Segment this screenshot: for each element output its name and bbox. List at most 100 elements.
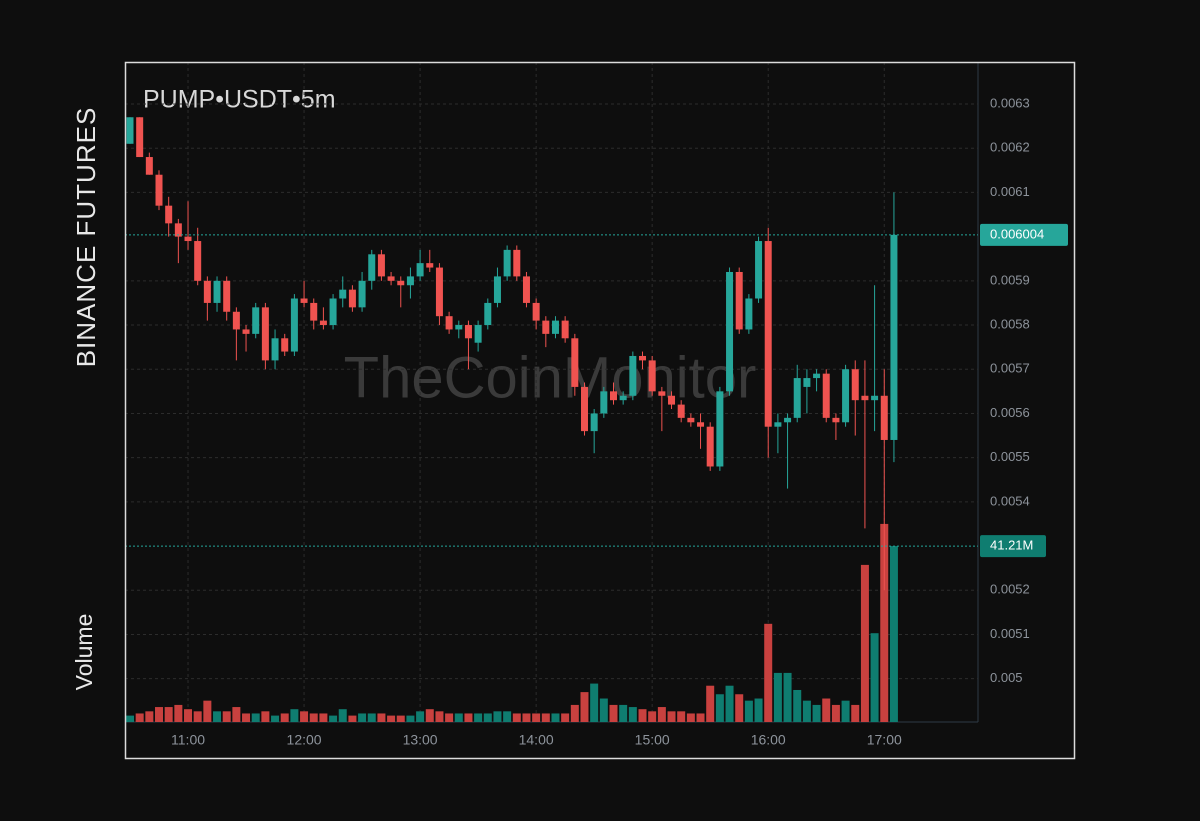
candle-body xyxy=(629,355,637,396)
candle-body xyxy=(426,263,434,268)
volume-bar xyxy=(261,711,270,722)
volume-bar xyxy=(619,704,628,722)
volume-bar xyxy=(638,709,647,722)
volume-bar xyxy=(870,633,879,722)
candle-body xyxy=(619,395,627,401)
volume-bar xyxy=(145,711,154,722)
volume-bar xyxy=(377,713,386,722)
volume-bar xyxy=(677,711,686,722)
volume-bar xyxy=(387,715,396,722)
candle-body xyxy=(145,157,153,175)
volume-bar xyxy=(358,713,367,722)
volume-bar xyxy=(590,683,599,722)
volume-bar xyxy=(425,709,434,722)
candle-body xyxy=(223,280,231,312)
candle-body xyxy=(290,298,298,352)
volume-bar xyxy=(445,713,454,722)
y-tick-label: 0.0062 xyxy=(990,140,1030,155)
x-tick-label: 14:00 xyxy=(519,732,554,748)
volume-bar xyxy=(793,689,802,722)
volume-bar xyxy=(406,715,415,722)
volume-bar xyxy=(628,707,637,722)
volume-bar xyxy=(232,707,241,722)
volume-bar xyxy=(822,698,831,722)
candle-body xyxy=(755,241,763,299)
volume-bar xyxy=(213,711,222,722)
volume-bar xyxy=(483,713,492,722)
candle-body xyxy=(406,276,414,286)
volume-bar xyxy=(184,709,193,722)
candle-body xyxy=(687,417,695,423)
candle-body xyxy=(464,325,472,339)
y-tick-label: 0.0055 xyxy=(990,449,1030,464)
candle-body xyxy=(648,360,656,392)
volume-bar xyxy=(309,713,318,722)
candle-body xyxy=(580,386,588,432)
volume-bar xyxy=(667,711,676,722)
candle-body xyxy=(242,329,250,334)
volume-bar xyxy=(812,704,821,722)
candle-body xyxy=(706,426,714,467)
candle-body xyxy=(677,404,685,418)
chart-title: PUMP•USDT•5m xyxy=(143,86,336,114)
volume-bar xyxy=(271,715,280,722)
volume-bar xyxy=(174,704,183,722)
candle-body xyxy=(697,422,705,427)
candle-body xyxy=(871,395,879,401)
volume-bar xyxy=(242,713,251,722)
y-tick-label: 0.0051 xyxy=(990,626,1030,641)
volume-bar xyxy=(319,713,328,722)
candle-body xyxy=(358,280,366,308)
candle-body xyxy=(803,378,811,387)
volume-bar xyxy=(251,713,260,722)
volume-bar xyxy=(764,623,773,722)
volume-bar xyxy=(735,694,744,722)
candle-body xyxy=(600,391,608,414)
candle-body xyxy=(232,311,240,330)
volume-bar xyxy=(396,715,405,722)
candle-body xyxy=(716,391,724,467)
volume-bar xyxy=(348,715,357,722)
candle-body xyxy=(842,369,850,423)
y-tick-label: 0.0057 xyxy=(990,361,1030,376)
candle-body xyxy=(368,254,376,281)
volume-bar xyxy=(648,711,657,722)
candle-body xyxy=(503,249,511,277)
candle-body xyxy=(813,373,821,379)
volume-bar xyxy=(725,685,734,722)
volume-bar xyxy=(580,692,589,722)
volume-bar xyxy=(541,713,550,722)
volume-bar xyxy=(474,713,483,722)
volume-bar xyxy=(754,698,763,722)
volume-bar xyxy=(744,700,753,722)
candle-body xyxy=(416,263,424,277)
volume-bar xyxy=(512,713,521,722)
frame xyxy=(124,61,1076,760)
y-tick-label: 0.0061 xyxy=(990,184,1030,199)
y-tick-label: 0.005 xyxy=(990,670,1023,685)
candle-body xyxy=(397,280,405,286)
candle-body xyxy=(281,338,289,352)
volume-bar xyxy=(696,713,705,722)
candle-body xyxy=(348,289,356,308)
volume-bar xyxy=(280,713,289,722)
candle-body xyxy=(532,302,540,321)
x-tick-label: 11:00 xyxy=(171,732,205,748)
candle-body xyxy=(793,378,801,418)
volume-bar xyxy=(493,711,502,722)
candle-body xyxy=(639,355,647,361)
volume-bar xyxy=(416,711,425,722)
last-price-label: 0.006004 xyxy=(990,226,1044,241)
candle-body xyxy=(784,417,792,423)
candle-body xyxy=(551,320,559,334)
candle-body xyxy=(455,325,463,330)
volume-bar xyxy=(222,711,231,722)
candle-body xyxy=(203,280,211,303)
volume-bar xyxy=(464,713,473,722)
volume-bar xyxy=(783,672,792,722)
y-tick-label: 0.0059 xyxy=(990,272,1030,287)
volume-bar xyxy=(851,704,860,722)
volume-bar xyxy=(300,711,309,722)
volume-bar xyxy=(135,713,144,722)
x-tick-label: 17:00 xyxy=(867,732,902,748)
